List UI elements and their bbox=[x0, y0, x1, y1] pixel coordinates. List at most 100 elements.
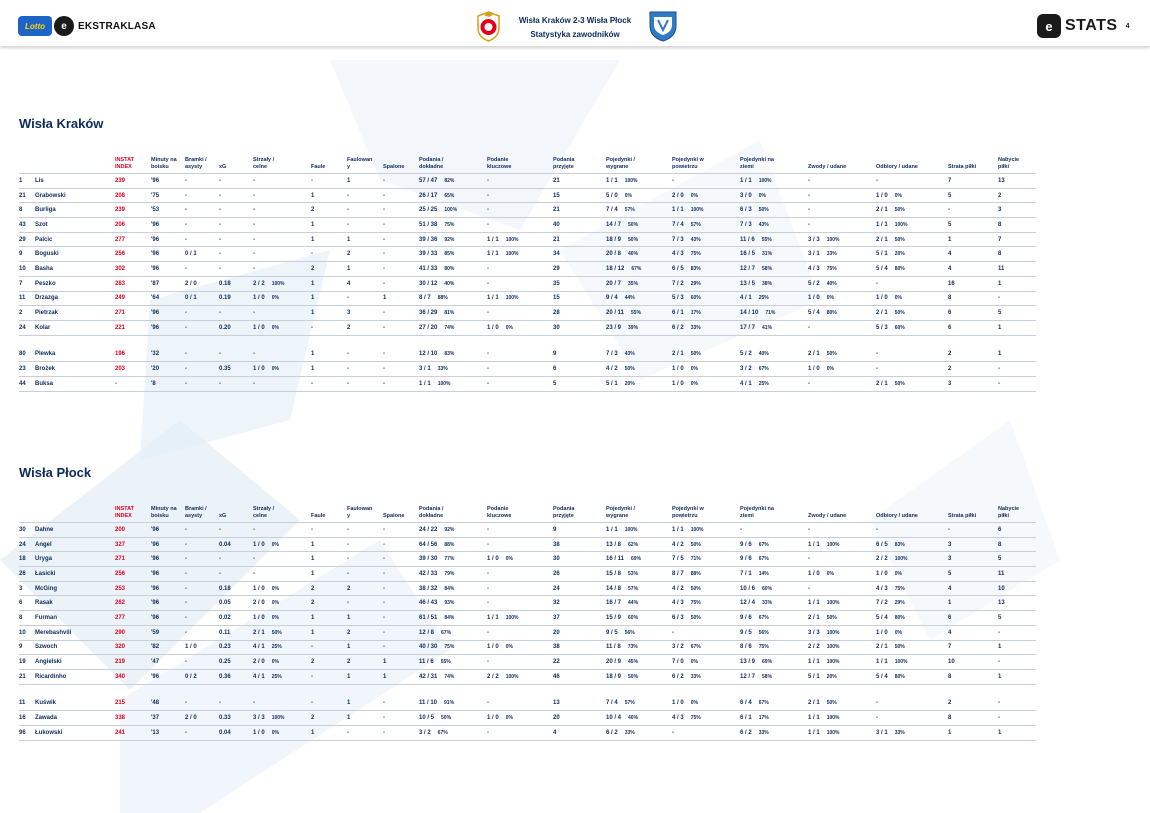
cell-value: 20 / 7 bbox=[606, 280, 622, 287]
table-cell: - bbox=[876, 347, 948, 363]
table-cell: - bbox=[253, 551, 311, 568]
table-cell: 28 bbox=[553, 305, 606, 321]
cell-value: - bbox=[311, 673, 313, 680]
cell-percent: 100% bbox=[894, 556, 908, 563]
cell-value: 3 / 0 bbox=[740, 192, 752, 199]
table-row: 9 Szwoch 320 '82 1 / 0 0.23 4 / 1 25% - 1 - 40 / 30… bbox=[19, 640, 1036, 656]
column-header: Strata piłki bbox=[948, 157, 998, 174]
table-cell: 1 bbox=[311, 566, 347, 582]
table-row: 43 Szot 206 '96 - - - 1 - - 51 / 38 75% - 40 14 / 7 50%… bbox=[19, 217, 1036, 233]
table-cell: '37 bbox=[151, 710, 185, 726]
cell-percent: 80% bbox=[894, 614, 905, 621]
cell-value: 5 / 4 bbox=[876, 614, 888, 621]
table-cell: 21 bbox=[553, 232, 606, 248]
cell-value: - bbox=[253, 251, 255, 258]
cell-value: 1 / 1 bbox=[808, 729, 820, 736]
cell-percent: 100% bbox=[505, 236, 519, 243]
e-stats-logo: e STATS 4 bbox=[1037, 14, 1129, 38]
cell-value: - bbox=[808, 556, 810, 563]
cell-value: 2 / 1 bbox=[876, 310, 888, 317]
cell-percent: 0% bbox=[271, 729, 279, 736]
table-cell: '96 bbox=[151, 261, 185, 277]
cell-value: 9 bbox=[553, 526, 557, 533]
cell-value: '96 bbox=[151, 310, 160, 317]
cell-value: 6 bbox=[19, 600, 23, 607]
cell-value: 2 bbox=[347, 659, 351, 666]
cell-value: 0 / 1 bbox=[185, 295, 197, 302]
table-cell: 249 bbox=[115, 291, 151, 307]
table-cell: 1 bbox=[347, 261, 383, 277]
table-cell: - bbox=[253, 202, 311, 219]
cell-percent: 0% bbox=[505, 324, 513, 331]
cell-value: 1 bbox=[311, 221, 315, 228]
cell-percent: 88% bbox=[444, 541, 455, 548]
cell-value: 8 bbox=[948, 673, 952, 680]
table-row: 26 Łasicki 256 '96 - - - 1 - - 42 / 33 79% - 26 15 / 8… bbox=[19, 566, 1036, 582]
table-cell: 4 bbox=[948, 246, 998, 263]
cell-value: 9 / 6 bbox=[740, 541, 752, 548]
cell-percent: 100% bbox=[826, 541, 840, 548]
table-cell: 18 bbox=[19, 551, 35, 568]
cell-percent: 67% bbox=[758, 614, 769, 621]
table-cell: 1 bbox=[311, 291, 347, 307]
column-header: Podania przyjęte bbox=[553, 157, 606, 174]
column-header: Bramki / asysty bbox=[185, 157, 219, 174]
cell-percent: 43% bbox=[690, 236, 701, 243]
cell-value: '96 bbox=[151, 585, 160, 592]
table-cell: 7 / 1 14% bbox=[740, 566, 808, 582]
cell-value: - bbox=[347, 351, 349, 358]
match-title-block: Wisła Kraków 2-3 Wisła Płock Statystyka … bbox=[505, 14, 645, 42]
cell-percent: 100% bbox=[826, 236, 840, 243]
cell-percent: 40% bbox=[628, 715, 639, 722]
table-cell: 2 bbox=[311, 710, 347, 726]
cell-value: 327 bbox=[115, 541, 126, 548]
table-cell: 61 / 51 84% bbox=[419, 610, 487, 626]
table-cell: 0.04 bbox=[219, 537, 253, 553]
table-cell: 2 bbox=[948, 361, 998, 377]
column-header-line-2: wygrane bbox=[606, 513, 629, 519]
table-cell: - bbox=[311, 640, 347, 656]
cell-value: 1 bbox=[347, 673, 351, 680]
cell-value: - bbox=[185, 600, 187, 607]
table-cell: - bbox=[487, 625, 553, 641]
cell-value: 38 bbox=[553, 541, 560, 548]
cell-value: Angielski bbox=[35, 659, 62, 666]
cell-percent: 45% bbox=[628, 659, 639, 666]
table-cell: - bbox=[311, 669, 347, 685]
table-cell: - bbox=[383, 625, 419, 641]
lotto-badge: Lotto bbox=[18, 16, 52, 36]
cell-value: 9 bbox=[19, 251, 23, 258]
cell-value: 18 / 9 bbox=[606, 236, 622, 243]
cell-value: 1 / 0 bbox=[876, 192, 888, 199]
cell-value: 302 bbox=[115, 265, 126, 272]
table-cell: - bbox=[383, 276, 419, 292]
table-cell: 239 bbox=[115, 173, 151, 189]
table-cell: - bbox=[876, 710, 948, 726]
table-cell: - bbox=[219, 173, 253, 189]
cell-value: 18 / 9 bbox=[606, 673, 622, 680]
cell-value: Ricardinho bbox=[35, 673, 67, 680]
cell-value: 0.23 bbox=[219, 644, 231, 651]
cell-value: 21 bbox=[19, 192, 26, 199]
cell-value: 8 bbox=[998, 541, 1002, 548]
cell-value: 36 / 29 bbox=[419, 310, 438, 317]
table-cell: 338 bbox=[115, 710, 151, 726]
table-cell: 5 bbox=[948, 188, 998, 204]
table-cell: - bbox=[185, 522, 219, 538]
cell-value: 221 bbox=[115, 324, 126, 331]
column-header-line-2: ziemi bbox=[740, 513, 754, 519]
cell-value: 42 / 31 bbox=[419, 673, 438, 680]
table-cell: 1 bbox=[311, 276, 347, 292]
cell-value: - bbox=[383, 644, 385, 651]
cell-percent: 33% bbox=[437, 366, 448, 373]
table-cell: 3 / 3 100% bbox=[253, 710, 311, 726]
cell-value: 1 / 0 bbox=[487, 644, 499, 651]
table-cell: 5 / 1 20% bbox=[808, 669, 876, 685]
table-cell: Grabowski bbox=[35, 188, 115, 204]
table-cell: - bbox=[219, 305, 253, 321]
table-cell: 20 bbox=[553, 710, 606, 726]
table-cell: 7 / 2 29% bbox=[876, 595, 948, 612]
table-cell: 203 bbox=[115, 361, 151, 377]
table-cell: Uryga bbox=[35, 551, 115, 568]
table-cell: 2 bbox=[19, 305, 35, 321]
